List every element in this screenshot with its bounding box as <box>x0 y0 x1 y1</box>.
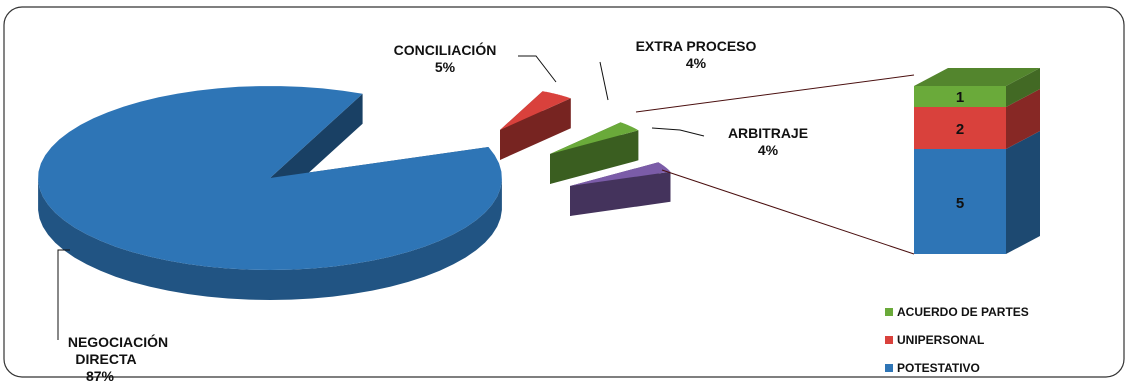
bar-top-cap <box>914 68 1040 86</box>
legend-swatch-acuerdo-de-partes <box>885 308 893 316</box>
connector-bottom <box>661 169 915 255</box>
slice-pct-extra-proceso: 4% <box>686 55 707 71</box>
slice-pct-negociacion: 87% <box>86 368 115 384</box>
bar-segment-2 <box>914 68 1040 107</box>
bar-segment-front-2 <box>914 86 1006 107</box>
connector-top <box>635 74 915 113</box>
slice-label-conciliacion: CONCILIACIÓN <box>394 41 497 58</box>
legend-label-unipersonal: UNIPERSONAL <box>897 333 984 347</box>
bar-segment-side-1 <box>1006 89 1040 149</box>
legend-label-potestativo: POTESTATIVO <box>897 361 980 375</box>
pie-slice-cut-2-1 <box>550 130 639 184</box>
bar-value-unipersonal: 2 <box>956 121 964 138</box>
pie-slice-top-1 <box>500 91 571 130</box>
slice-pct-arbitraje: 4% <box>758 142 779 158</box>
pie-slice-cut-3-1 <box>570 171 671 216</box>
slice-label-negociacion-line1: NEGOCIACIÓN <box>68 333 168 350</box>
pie-chart <box>38 86 671 300</box>
pie-slice-3 <box>570 162 671 216</box>
leader-arbitraje <box>651 127 705 137</box>
bar-value-potestativo: 5 <box>956 195 964 212</box>
pie-slice-top-2 <box>550 122 639 154</box>
bar-value-acuerdo-de-partes: 1 <box>956 89 964 106</box>
pie-slice-2 <box>550 122 639 184</box>
pie-to-bar-connectors <box>635 74 915 255</box>
slice-pct-conciliacion: 5% <box>435 59 456 75</box>
bar-segment-side-0 <box>1006 131 1040 254</box>
pie-slice-top-3 <box>570 162 671 186</box>
pie-slice-top-0 <box>38 86 502 270</box>
pie-slice-cut-1-1 <box>500 98 571 160</box>
leader-negociacion <box>57 249 70 340</box>
bar-segment-front-1 <box>914 107 1006 149</box>
legend-swatch-potestativo <box>885 364 893 372</box>
legend-swatch-unipersonal <box>885 336 893 344</box>
leader-extra-proceso <box>599 61 609 101</box>
pie-slice-side-0 <box>38 180 502 300</box>
bar-segment-0 <box>914 131 1040 254</box>
slice-label-negociacion-line2: DIRECTA <box>75 351 136 367</box>
stacked-bar <box>914 68 1040 254</box>
leader-lines <box>57 55 705 340</box>
bar-segment-side-2 <box>1006 68 1040 107</box>
legend: ACUERDO DE PARTES UNIPERSONAL POTESTATIV… <box>885 305 1029 375</box>
pie-slice-1 <box>500 91 571 160</box>
slice-label-extra-proceso: EXTRA PROCESO <box>636 38 757 54</box>
bar-segment-front-0 <box>914 149 1006 254</box>
bar-segment-1 <box>914 89 1040 149</box>
pie-slice-0 <box>38 86 502 300</box>
legend-label-acuerdo-de-partes: ACUERDO DE PARTES <box>897 305 1029 319</box>
slice-label-arbitraje: ARBITRAJE <box>728 125 808 141</box>
leader-conciliacion <box>518 55 557 83</box>
